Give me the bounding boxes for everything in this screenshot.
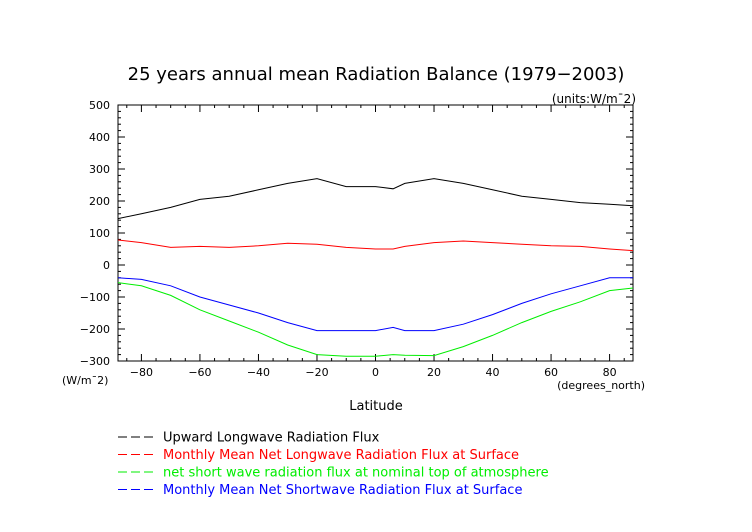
series-line-4: [117, 277, 633, 332]
x-tick-label: −40: [247, 366, 270, 379]
y-tick-label: 200: [89, 195, 110, 208]
series-line-2: [117, 239, 634, 252]
plot-frame: [117, 104, 634, 362]
y-tick-label: −300: [80, 355, 110, 368]
series-line-1: [117, 178, 634, 220]
y-axis-units: (W/m¯2): [62, 374, 108, 387]
series-line-3: [117, 282, 634, 357]
x-axis-label: Latitude: [349, 399, 403, 414]
units-note: (units:W/m¯2): [552, 92, 636, 106]
series-lines: [117, 178, 634, 357]
legend-label-4: Monthly Mean Net Shortwave Radiation Flu…: [163, 483, 522, 498]
y-axis: −300 −200 −100 0 100 200 300 400 500: [80, 99, 633, 368]
x-tick-label: 40: [486, 366, 500, 379]
chart-title: 25 years annual mean Radiation Balance (…: [128, 64, 625, 85]
legend: Upward Longwave Radiation Flux Monthly Me…: [118, 431, 549, 498]
legend-label-3: net short wave radiation flux at nominal…: [163, 466, 549, 481]
x-axis-units: (degrees_north): [557, 379, 645, 392]
y-tick-label: 100: [89, 227, 110, 240]
x-tick-label: 80: [603, 366, 617, 379]
legend-label-1: Upward Longwave Radiation Flux: [163, 431, 380, 446]
y-tick-label: 300: [89, 163, 110, 176]
y-tick-label: 400: [89, 131, 110, 144]
x-tick-label: 0: [372, 366, 379, 379]
x-tick-label: 20: [427, 366, 441, 379]
x-tick-label: 60: [544, 366, 558, 379]
x-tick-label: −20: [305, 366, 328, 379]
y-tick-label: −100: [80, 291, 110, 304]
x-tick-label: −60: [188, 366, 211, 379]
y-tick-label: 500: [89, 99, 110, 112]
x-axis: −80 −60 −40 −20 0 20 40 60 80: [126, 105, 625, 379]
y-tick-label: −200: [80, 323, 110, 336]
y-tick-label: 0: [103, 259, 110, 272]
legend-label-2: Monthly Mean Net Longwave Radiation Flux…: [163, 448, 519, 463]
x-tick-label: −80: [130, 366, 153, 379]
